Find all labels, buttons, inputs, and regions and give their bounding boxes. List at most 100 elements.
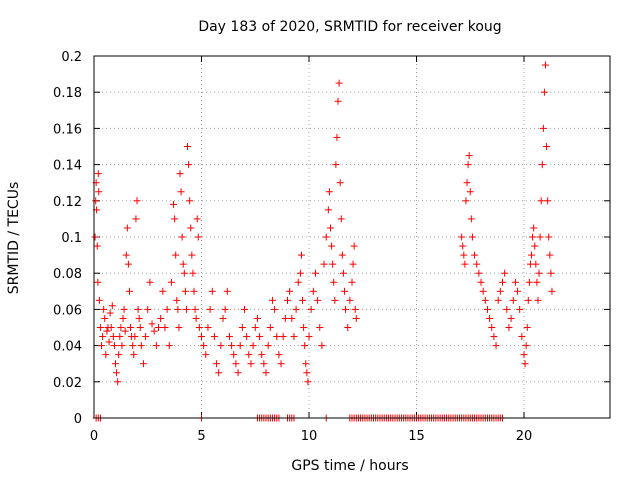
- data-point: [93, 242, 101, 250]
- data-point: [215, 369, 223, 377]
- data-point: [496, 287, 504, 295]
- data-point: [462, 197, 470, 205]
- data-point: [507, 314, 515, 322]
- data-point: [117, 324, 125, 331]
- data-point: [520, 351, 528, 359]
- data-point: [105, 338, 113, 346]
- data-point: [534, 296, 542, 304]
- data-point: [144, 305, 152, 313]
- data-point: [281, 314, 289, 322]
- data-point: [108, 302, 116, 310]
- y-tick-label: 0.08: [53, 267, 82, 282]
- data-point: [530, 224, 538, 232]
- data-point: [100, 305, 108, 313]
- data-point: [309, 287, 317, 295]
- data-point: [342, 305, 350, 313]
- data-point: [537, 197, 545, 205]
- data-point: [499, 278, 506, 286]
- data-point: [538, 161, 546, 169]
- data-points: [91, 61, 556, 422]
- data-point: [176, 170, 184, 178]
- data-point: [159, 287, 167, 295]
- data-point: [114, 378, 122, 386]
- data-point: [301, 342, 309, 350]
- data-point: [139, 360, 147, 368]
- data-point: [333, 133, 341, 141]
- data-point: [548, 287, 556, 295]
- y-tick-label: 0.14: [53, 159, 82, 174]
- data-point: [535, 269, 543, 277]
- data-point: [522, 342, 530, 350]
- data-point: [124, 260, 132, 268]
- y-tick-label: 0.16: [53, 122, 82, 137]
- data-point: [273, 333, 281, 341]
- data-point: [210, 333, 218, 341]
- data-point: [461, 260, 469, 268]
- data-point: [348, 278, 356, 286]
- data-point: [322, 233, 330, 241]
- data-point: [208, 287, 216, 295]
- data-point: [292, 305, 300, 313]
- data-point: [192, 314, 200, 322]
- data-point: [525, 278, 533, 286]
- data-point: [182, 305, 190, 313]
- data-point: [266, 324, 274, 331]
- data-point: [253, 314, 261, 322]
- data-point: [131, 333, 139, 341]
- data-point: [545, 233, 553, 241]
- data-point: [518, 333, 526, 341]
- data-point: [198, 333, 205, 341]
- data-point: [302, 360, 310, 368]
- data-point: [286, 287, 294, 295]
- data-point: [202, 351, 210, 359]
- data-point: [102, 351, 110, 359]
- data-point: [262, 369, 270, 377]
- data-point: [123, 224, 131, 232]
- data-point: [275, 351, 283, 359]
- data-point: [475, 269, 483, 277]
- data-point: [336, 179, 344, 187]
- data-point: [228, 342, 236, 350]
- axis-ticks: 0 0.02 0.04 0.06 0.08 0.1 0.12 0.14 0.16 0.18 0.2 0…: [53, 50, 610, 444]
- data-point: [468, 233, 476, 241]
- data-point: [488, 324, 496, 331]
- data-point: [221, 305, 229, 313]
- data-point: [331, 296, 339, 304]
- data-point: [303, 369, 311, 377]
- data-point: [118, 342, 126, 350]
- data-point: [219, 314, 227, 322]
- data-point: [217, 342, 225, 350]
- data-point: [544, 197, 552, 205]
- data-point: [458, 233, 466, 241]
- data-point: [465, 152, 473, 160]
- data-point: [99, 333, 107, 341]
- data-point: [223, 287, 231, 295]
- data-point: [225, 333, 233, 341]
- data-point: [325, 188, 333, 196]
- data-point: [542, 61, 549, 69]
- chart-title: Day 183 of 2020, SRMTID for receiver kou…: [198, 19, 501, 35]
- data-point: [509, 296, 517, 304]
- data-point: [180, 269, 188, 277]
- x-tick-label: 0: [90, 429, 98, 444]
- data-point: [172, 251, 180, 259]
- data-point: [335, 79, 343, 87]
- data-point: [116, 333, 124, 341]
- data-point: [338, 251, 346, 259]
- data-point: [330, 278, 338, 286]
- data-point: [524, 296, 532, 304]
- data-point: [516, 305, 524, 313]
- data-point: [332, 161, 340, 169]
- data-point: [186, 197, 194, 205]
- data-point: [146, 278, 154, 286]
- data-point: [193, 215, 201, 223]
- data-point: [256, 333, 264, 341]
- data-point: [490, 333, 498, 341]
- data-point: [337, 215, 345, 223]
- data-point: [113, 369, 121, 377]
- data-point: [232, 360, 240, 368]
- data-point: [352, 314, 360, 322]
- data-point: [297, 251, 305, 259]
- data-point: [464, 161, 472, 169]
- x-tick-label: 10: [301, 429, 318, 444]
